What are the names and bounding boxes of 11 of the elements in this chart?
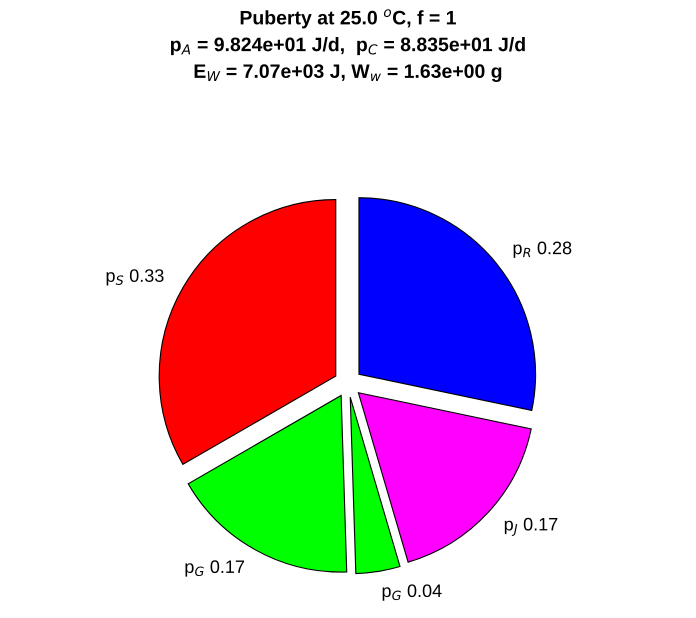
slice-label: p$_{G}$ [185, 563, 204, 577]
chart-title: Puberty at 25.0 $^{o}$C, f = 1 p$_{A}$ = 9.824e+01 J/d, p$_{C}$ = 8.835e+01 J/d E$_{W}$ = 7.07e+03 J, W$_{w}$ = 1.63e+00 g [170, 9, 525, 82]
slice-label: p$_{R}$ [514, 244, 530, 258]
data-label: 0.17 [210, 560, 244, 574]
slice-label: p$_{S}$ [106, 272, 124, 286]
slice-label: p$_{G}$ [382, 587, 401, 601]
data-label: 0.28 [538, 242, 572, 254]
data-label: 0.33 [130, 269, 164, 282]
data-label: 0.04 [408, 584, 442, 598]
data-label: 0.17 [524, 518, 558, 531]
slice-label: p$_{J}$ [504, 520, 518, 536]
